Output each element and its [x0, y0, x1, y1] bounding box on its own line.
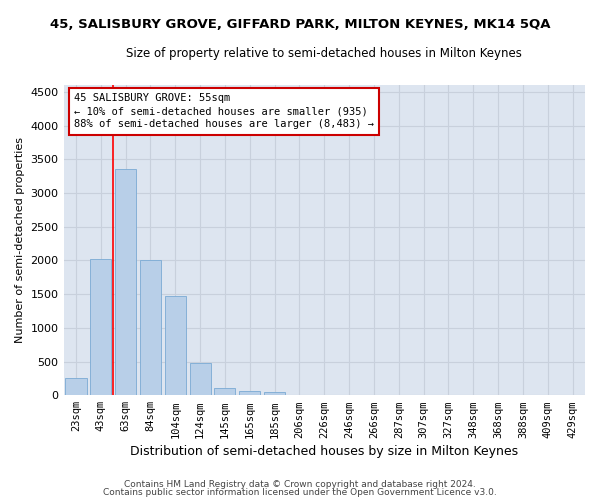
Text: Contains HM Land Registry data © Crown copyright and database right 2024.: Contains HM Land Registry data © Crown c… — [124, 480, 476, 489]
X-axis label: Distribution of semi-detached houses by size in Milton Keynes: Distribution of semi-detached houses by … — [130, 444, 518, 458]
Bar — [264, 392, 285, 395]
Bar — [239, 391, 260, 395]
Title: Size of property relative to semi-detached houses in Milton Keynes: Size of property relative to semi-detach… — [127, 48, 522, 60]
Bar — [190, 363, 211, 395]
Text: 45 SALISBURY GROVE: 55sqm
← 10% of semi-detached houses are smaller (935)
88% of: 45 SALISBURY GROVE: 55sqm ← 10% of semi-… — [74, 93, 374, 130]
Bar — [65, 378, 86, 395]
Text: Contains public sector information licensed under the Open Government Licence v3: Contains public sector information licen… — [103, 488, 497, 497]
Bar — [165, 296, 186, 395]
Bar — [214, 388, 235, 395]
Y-axis label: Number of semi-detached properties: Number of semi-detached properties — [15, 137, 25, 343]
Text: 45, SALISBURY GROVE, GIFFARD PARK, MILTON KEYNES, MK14 5QA: 45, SALISBURY GROVE, GIFFARD PARK, MILTO… — [50, 18, 550, 30]
Bar — [90, 259, 112, 395]
Bar — [140, 260, 161, 395]
Bar — [115, 169, 136, 395]
